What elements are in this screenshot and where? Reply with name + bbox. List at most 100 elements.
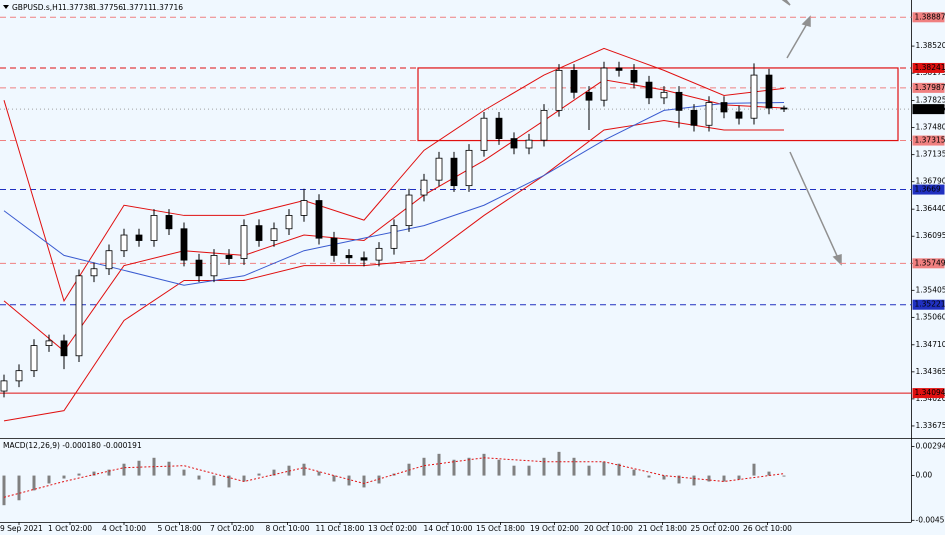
macd-bar (2, 475, 6, 506)
macd-bar (17, 475, 21, 501)
arrow-head (781, 0, 791, 6)
candle-body (615, 67, 623, 71)
candle-body (525, 139, 533, 149)
macd-bar (752, 463, 756, 476)
macd-bar (647, 475, 651, 478)
macd-bar (587, 465, 591, 476)
candle-body (765, 74, 773, 109)
macd-bar (227, 475, 231, 488)
macd-bar (767, 471, 771, 476)
macd-title: MACD(12,26,9) -0.000180 -0.000191 (3, 441, 142, 450)
quote-open: 1.37738 (62, 3, 93, 12)
level-tag (912, 299, 945, 310)
macd-bar (197, 475, 201, 480)
y-tick-label: 1.33675 (916, 421, 945, 430)
level-tag (912, 135, 945, 146)
candle-body (345, 255, 353, 259)
x-tick-label: 14 Oct 10:00 (424, 524, 473, 533)
macd-bar (347, 475, 351, 486)
macd-bar (512, 465, 516, 476)
macd-bar (182, 469, 186, 476)
x-tick-label: 19 Oct 02:00 (530, 524, 579, 533)
macd-bar (257, 473, 261, 476)
dropdown-icon (3, 5, 9, 9)
macd-bar (92, 471, 96, 476)
candle-body (270, 228, 278, 241)
indicator-line (3, 79, 785, 352)
y-tick-label: -0.004527 (916, 515, 945, 524)
y-tick-label: 1.37825 (916, 96, 945, 105)
x-tick-label: 26 Oct 10:00 (743, 524, 792, 533)
macd-bar (317, 471, 321, 476)
signal-line (3, 457, 785, 498)
arrow (786, 21, 809, 59)
candle-body (15, 370, 23, 382)
candle-body (435, 157, 443, 181)
macd-bar (527, 465, 531, 476)
macd-bar (77, 473, 81, 476)
level-tag (912, 184, 945, 195)
candle-body (390, 225, 398, 249)
quote-high: 1.37756 (92, 3, 123, 12)
macd-bar (722, 475, 726, 482)
candle-body (720, 102, 728, 113)
x-tick-label: 29 Sep 2021 (0, 524, 43, 533)
arrow-head (801, 15, 811, 27)
candle-body (465, 149, 473, 187)
candle-body (360, 257, 368, 261)
macd-bar (692, 475, 696, 486)
macd-bar (302, 463, 306, 476)
level-label: 1.3669 (915, 185, 941, 194)
macd-bar (62, 475, 66, 479)
candle-body (195, 259, 203, 277)
macd-bar (677, 475, 681, 484)
x-tick-label: 15 Oct 18:00 (476, 524, 525, 533)
level-tag (912, 388, 945, 399)
macd-bar (122, 463, 126, 476)
candle-body (570, 69, 578, 93)
macd-bar (737, 475, 741, 480)
candle-body (315, 200, 323, 239)
macd-bar (272, 469, 276, 476)
candle-body (90, 268, 98, 277)
x-tick-label: 4 Oct 10:00 (102, 524, 146, 533)
level-label: 1.37315 (915, 136, 945, 145)
candle-body (150, 215, 158, 241)
macd-bar (602, 461, 606, 476)
candle-body (735, 111, 743, 119)
candle-body (495, 117, 503, 139)
candle-body (420, 179, 428, 196)
quote-low: 1.37711 (122, 3, 153, 12)
level-tag (912, 62, 945, 73)
macd-bar (167, 461, 171, 476)
candle-body (165, 215, 173, 230)
candle-body (405, 194, 413, 227)
y-tick-label: 1.35405 (916, 285, 945, 294)
y-tick-label: 1.35060 (916, 312, 945, 321)
indicator-line (3, 120, 784, 422)
candle-body (225, 255, 233, 259)
candle-body (75, 275, 83, 357)
candle-body (645, 81, 653, 99)
y-tick-label: 0.002941 (916, 442, 945, 451)
level-tag (912, 12, 945, 23)
candle-body (690, 109, 698, 126)
x-tick-label: 13 Oct 02:00 (368, 524, 417, 533)
x-tick-label: 1 Oct 02:00 (48, 524, 92, 533)
candle-body (240, 225, 248, 259)
candle-body (375, 247, 383, 261)
candle-body (600, 67, 608, 101)
macd-bar (497, 459, 501, 476)
candle-body (30, 345, 38, 372)
candle-body (630, 69, 638, 83)
symbol: GBPUSD.s,H1 (12, 3, 63, 12)
macd-bar (242, 475, 246, 482)
y-tick-label: 1.34365 (916, 367, 945, 376)
candle-body (0, 380, 8, 392)
candle-body (105, 250, 113, 270)
level-label: 1.38887 (915, 12, 945, 21)
candle-body (585, 91, 593, 101)
macd-bar (137, 460, 141, 476)
macd-bar (437, 453, 441, 476)
